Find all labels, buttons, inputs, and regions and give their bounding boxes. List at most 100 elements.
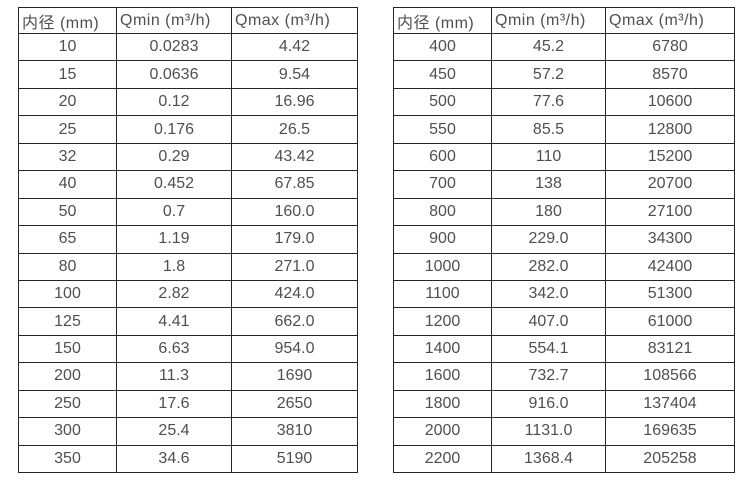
table-cell: 26.5 <box>231 115 358 144</box>
table-cell: 1600 <box>393 362 492 391</box>
table-cell: 77.6 <box>491 87 606 117</box>
table-row: 350 34.6 5190 <box>18 444 358 474</box>
table-cell: 400 <box>393 32 492 62</box>
table-cell: 407.0 <box>491 307 606 336</box>
flow-table-left: 内径 (mm) Qmin (m³/h) Qmax (m³/h) 10 0.0283… <box>18 7 358 474</box>
table-cell: 108566 <box>605 362 735 391</box>
table-row: 1600 732.7 108566 <box>393 362 735 391</box>
table-cell: 20 <box>18 87 117 117</box>
table-cell: 2650 <box>231 389 358 419</box>
table-cell: 169635 <box>605 417 735 446</box>
table-cell: 271.0 <box>231 252 358 281</box>
table-row: 100 2.82 424.0 <box>18 279 358 309</box>
table-cell: 5190 <box>231 444 358 474</box>
header-qmin: Qmin (m³/h) <box>116 7 232 34</box>
table-cell: 10600 <box>605 87 735 117</box>
table-cell: 1200 <box>393 307 492 336</box>
table-cell: 150 <box>18 334 117 364</box>
table-row: 800 180 27100 <box>393 197 735 227</box>
table-cell: 205258 <box>605 444 735 474</box>
table-cell: 732.7 <box>491 362 606 391</box>
table-cell: 51300 <box>605 279 735 309</box>
table-cell: 3810 <box>231 417 358 446</box>
table-cell: 2000 <box>393 417 492 446</box>
table-cell: 34.6 <box>116 444 232 474</box>
table-cell: 125 <box>18 307 117 336</box>
table-row: 200 11.3 1690 <box>18 362 358 391</box>
table-cell: 16.96 <box>231 87 358 117</box>
table-cell: 0.0636 <box>116 60 232 89</box>
table-row: 1400 554.1 83121 <box>393 334 735 364</box>
table-row: 80 1.8 271.0 <box>18 252 358 281</box>
flow-table-right: 内径 (mm) Qmin (m³/h) Qmax (m³/h) 400 45.2 6… <box>393 7 735 474</box>
table-cell: 180 <box>491 197 606 227</box>
table-cell: 11.3 <box>116 362 232 391</box>
table-cell: 20700 <box>605 170 735 199</box>
table-cell: 500 <box>393 87 492 117</box>
table-cell: 6780 <box>605 32 735 62</box>
table-cell: 600 <box>393 142 492 172</box>
table-cell: 50 <box>18 197 117 227</box>
table-cell: 25.4 <box>116 417 232 446</box>
table-row: 65 1.19 179.0 <box>18 225 358 254</box>
table-cell: 342.0 <box>491 279 606 309</box>
table-cell: 100 <box>18 279 117 309</box>
table-cell: 662.0 <box>231 307 358 336</box>
table-cell: 1368.4 <box>491 444 606 474</box>
table-cell: 0.176 <box>116 115 232 144</box>
table-row: 15 0.0636 9.54 <box>18 60 358 89</box>
table-row: 1000 282.0 42400 <box>393 252 735 281</box>
table-row: 450 57.2 8570 <box>393 60 735 89</box>
table-cell: 4.41 <box>116 307 232 336</box>
table-cell: 1000 <box>393 252 492 281</box>
table-cell: 350 <box>18 444 117 474</box>
table-cell: 800 <box>393 197 492 227</box>
table-row: 300 25.4 3810 <box>18 417 358 446</box>
table-cell: 550 <box>393 115 492 144</box>
table-row: 25 0.176 26.5 <box>18 115 358 144</box>
table-cell: 1.8 <box>116 252 232 281</box>
table-cell: 1800 <box>393 389 492 419</box>
table-cell: 424.0 <box>231 279 358 309</box>
header-row: 内径 (mm) Qmin (m³/h) Qmax (m³/h) <box>18 7 358 34</box>
table-cell: 25 <box>18 115 117 144</box>
table-cell: 27100 <box>605 197 735 227</box>
table-cell: 4.42 <box>231 32 358 62</box>
table-row: 32 0.29 43.42 <box>18 142 358 172</box>
table-row: 500 77.6 10600 <box>393 87 735 117</box>
header-diameter: 内径 (mm) <box>18 7 117 34</box>
flow-table-right-table: 内径 (mm) Qmin (m³/h) Qmax (m³/h) 400 45.2 6… <box>393 7 735 474</box>
table-cell: 10 <box>18 32 117 62</box>
table-row: 2200 1368.4 205258 <box>393 444 735 474</box>
table-cell: 138 <box>491 170 606 199</box>
table-cell: 0.7 <box>116 197 232 227</box>
table-row: 40 0.452 67.85 <box>18 170 358 199</box>
table-cell: 229.0 <box>491 225 606 254</box>
table-cell: 300 <box>18 417 117 446</box>
table-cell: 40 <box>18 170 117 199</box>
table-cell: 1100 <box>393 279 492 309</box>
table-cell: 160.0 <box>231 197 358 227</box>
table-row: 1800 916.0 137404 <box>393 389 735 419</box>
table-row: 150 6.63 954.0 <box>18 334 358 364</box>
table-row: 700 138 20700 <box>393 170 735 199</box>
table-cell: 0.452 <box>116 170 232 199</box>
table-row: 400 45.2 6780 <box>393 32 735 62</box>
header-qmin: Qmin (m³/h) <box>491 7 606 34</box>
table-cell: 0.29 <box>116 142 232 172</box>
table-row: 900 229.0 34300 <box>393 225 735 254</box>
header-qmax: Qmax (m³/h) <box>231 7 358 34</box>
header-row: 内径 (mm) Qmin (m³/h) Qmax (m³/h) <box>393 7 735 34</box>
table-row: 2000 1131.0 169635 <box>393 417 735 446</box>
table-cell: 0.0283 <box>116 32 232 62</box>
table-cell: 700 <box>393 170 492 199</box>
table-cell: 83121 <box>605 334 735 364</box>
table-cell: 200 <box>18 362 117 391</box>
table-cell: 61000 <box>605 307 735 336</box>
table-row: 250 17.6 2650 <box>18 389 358 419</box>
table-cell: 916.0 <box>491 389 606 419</box>
table-cell: 554.1 <box>491 334 606 364</box>
table-cell: 12800 <box>605 115 735 144</box>
table-cell: 67.85 <box>231 170 358 199</box>
table-cell: 450 <box>393 60 492 89</box>
